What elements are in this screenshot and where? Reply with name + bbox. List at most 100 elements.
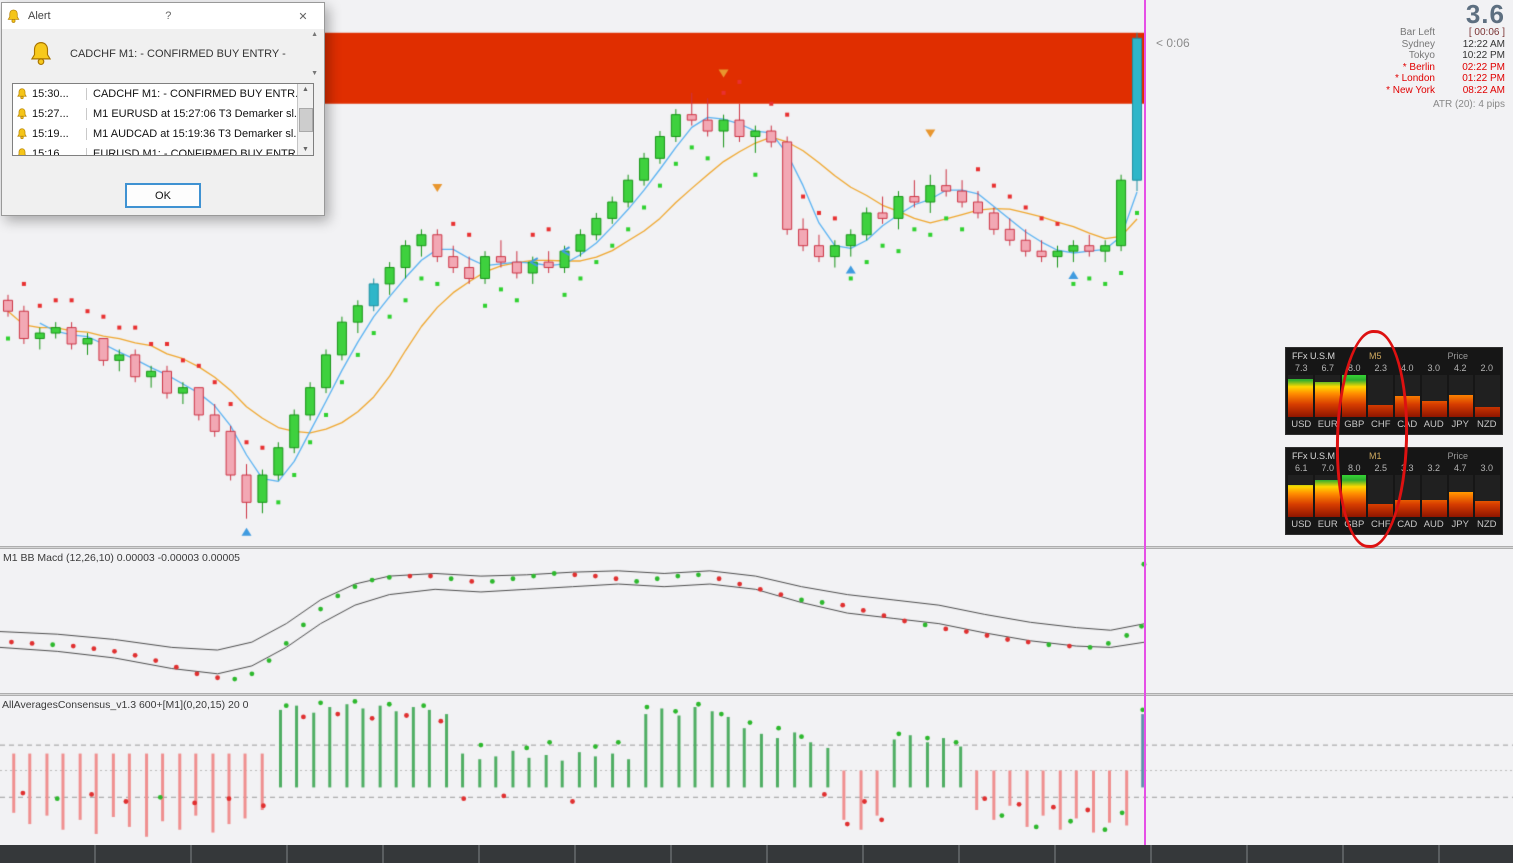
clock-city: * London (1394, 73, 1435, 84)
clock-row-newyork: * New York 08:22 AM (1265, 85, 1505, 97)
clock-time: 12:22 AM (1462, 38, 1505, 50)
meter-bar (1475, 475, 1500, 517)
meter-bar (1314, 375, 1340, 417)
meter-currency: CHF (1370, 418, 1391, 430)
ok-button[interactable]: OK (125, 183, 201, 208)
bb-macd-title: M1 BB Macd (12,26,10) 0.00003 -0.00003 0… (3, 552, 240, 564)
message-scroll-arrows[interactable]: ▲ ▼ (311, 31, 318, 77)
meter-currency: NZD (1476, 418, 1497, 430)
meter-currency: AUD (1423, 518, 1444, 530)
alert-history-list[interactable]: 15:30... CADCHF M1: - CONFIRMED BUY ENTR… (12, 83, 314, 156)
strength-meter-m1: FFx U.S.M M1 Price 6.1 7.0 8.0 2.5 3.3 3.2 4.7… (1285, 447, 1503, 535)
clock-row-sydney: Sydney 12:22 AM (1265, 39, 1505, 51)
meter-value: 2.0 (1480, 363, 1493, 373)
alert-text: CADCHF M1: - CONFIRMED BUY ENTR... (86, 88, 304, 100)
meter-currency: NZD (1476, 518, 1497, 530)
alert-dialog[interactable]: Alert ? ✕ CADCHF M1: - CONFIRMED BUY ENT… (1, 2, 325, 216)
bell-icon (17, 128, 27, 140)
meter-currency: CHF (1370, 518, 1391, 530)
meter-currency: JPY (1451, 418, 1469, 430)
meter-title: FFx U.S.M (1292, 351, 1335, 361)
meter-value: 2.5 (1374, 463, 1387, 473)
meter-value: 3.3 (1400, 463, 1414, 473)
scroll-down-icon[interactable]: ▼ (302, 146, 309, 153)
consensus-indicator-panel[interactable] (0, 696, 1513, 845)
meter-timeframe: M5 (1369, 351, 1382, 361)
alert-message: CADCHF M1: - CONFIRMED BUY ENTRY - (70, 48, 286, 60)
panel-separator[interactable] (0, 693, 1513, 696)
alert-titlebar[interactable]: Alert ? ✕ (2, 3, 324, 29)
meter-currency: GBP (1344, 418, 1365, 430)
meter-header: FFx U.S.M M1 Price (1286, 448, 1502, 463)
atr-label: ATR (20): 4 pips (1432, 99, 1505, 110)
bar-countdown-label: < 0:06 (1156, 36, 1190, 50)
meter-bar (1368, 375, 1393, 417)
meter-value: 7.3 (1294, 363, 1308, 373)
list-scrollbar[interactable]: ▲ ▼ (297, 84, 313, 155)
clock-row-berlin: * Berlin 02:22 PM (1265, 62, 1505, 74)
alert-text: EURUSD M1: - CONFIRMED BUY ENTR (86, 148, 296, 155)
bar-left-value: [ 00:06 ] (1468, 27, 1505, 38)
list-item[interactable]: 15:16 EURUSD M1: - CONFIRMED BUY ENTR (13, 144, 313, 156)
clock-time: 02:22 PM (1462, 61, 1505, 73)
bell-icon (18, 148, 26, 155)
meter-value: 6.1 (1294, 463, 1308, 473)
meter-bars-row (1286, 375, 1502, 417)
bell-icon (17, 88, 27, 100)
meter-bar (1288, 375, 1313, 417)
alert-time: 15:30... (32, 88, 69, 100)
consensus-title: AllAveragesConsensus_v1.3 600+[M1](0,20,… (2, 699, 249, 711)
meter-value: 8.0 (1347, 463, 1361, 473)
strength-meter-m5: FFx U.S.M M5 Price 7.3 6.7 8.0 2.3 4.0 3.0 4.2… (1285, 347, 1503, 435)
meter-currency: USD (1291, 418, 1312, 430)
meter-currency: CAD (1397, 518, 1418, 530)
meter-bar (1314, 475, 1340, 517)
list-item[interactable]: 15:27... M1 EURUSD at 15:27:06 T3 Demark… (13, 104, 313, 124)
clock-time: 10:22 PM (1462, 50, 1505, 61)
bb-macd-indicator-panel[interactable] (0, 549, 1513, 693)
meter-currencies-row: USD EUR GBP CHF CAD AUD JPY NZD (1286, 517, 1502, 531)
help-button[interactable]: ? (165, 10, 172, 22)
bell-icon (17, 108, 27, 120)
clock-city: * New York (1386, 84, 1435, 96)
meter-bar (1341, 475, 1367, 517)
meter-timeframe: M1 (1369, 451, 1382, 461)
clock-time: 08:22 AM (1462, 84, 1505, 96)
list-item[interactable]: 15:19... M1 AUDCAD at 15:19:36 T3 Demark… (13, 124, 313, 144)
clock-city: Tokyo (1408, 50, 1435, 61)
meter-bar (1341, 375, 1367, 417)
current-bar-vline (1144, 0, 1146, 845)
meter-price-label: Price (1447, 451, 1468, 461)
close-icon[interactable]: ✕ (298, 10, 308, 23)
clock-time: 01:22 PM (1462, 73, 1505, 84)
scroll-down-icon[interactable]: ▼ (311, 70, 318, 77)
meter-value: 2.3 (1374, 363, 1387, 373)
meter-currency: EUR (1317, 418, 1338, 430)
meter-bar (1448, 375, 1474, 417)
meter-bar (1421, 375, 1447, 417)
meter-value: 3.0 (1427, 363, 1440, 373)
meter-values-row: 6.1 7.0 8.0 2.5 3.3 3.2 4.7 3.0 (1286, 463, 1502, 475)
alert-time: 15:19... (32, 128, 69, 140)
meter-bar (1288, 475, 1313, 517)
time-axis[interactable] (0, 845, 1513, 863)
meter-bar (1395, 375, 1420, 417)
alert-title: Alert (28, 10, 51, 22)
meter-currency: EUR (1317, 518, 1338, 530)
clock-row-tokyo: Tokyo 10:22 PM (1265, 50, 1505, 62)
meter-values-row: 7.3 6.7 8.0 2.3 4.0 3.0 4.2 2.0 (1286, 363, 1502, 375)
meter-bars-row (1286, 475, 1502, 517)
scroll-up-icon[interactable]: ▲ (302, 86, 309, 93)
meter-title: FFx U.S.M (1292, 451, 1335, 461)
alert-text: M1 AUDCAD at 15:19:36 T3 Demarker sl... (86, 128, 303, 140)
list-item[interactable]: 15:30... CADCHF M1: - CONFIRMED BUY ENTR… (13, 84, 313, 104)
meter-currency: USD (1291, 518, 1312, 530)
scrollbar-thumb[interactable] (298, 107, 313, 132)
alert-time: 15:16 (32, 148, 60, 156)
meter-bar (1448, 475, 1474, 517)
scroll-up-icon[interactable]: ▲ (311, 31, 318, 38)
meter-bar (1395, 475, 1420, 517)
panel-separator[interactable] (0, 546, 1513, 549)
meter-value: 7.0 (1321, 463, 1334, 473)
